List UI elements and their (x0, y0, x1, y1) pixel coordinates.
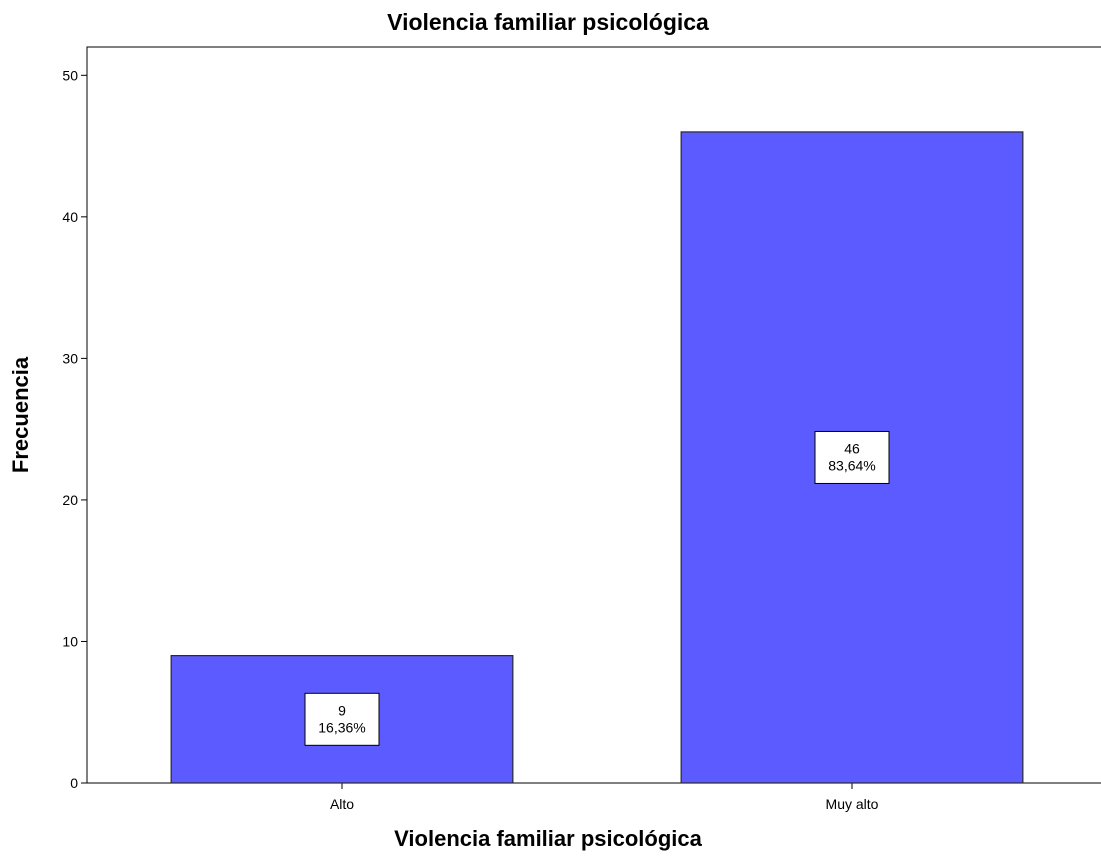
data-label-box (814, 430, 890, 484)
x-axis: Alto Muy alto (330, 783, 879, 812)
data-label-box (304, 692, 380, 746)
y-tick-label: 20 (62, 492, 78, 508)
data-label-percent: 83,64% (828, 457, 875, 473)
plot-frame (86, 46, 1101, 784)
y-tick-label: 50 (62, 67, 78, 83)
data-label-percent: 16,36% (318, 719, 365, 735)
x-axis-title: Violencia familiar psicológica (394, 826, 702, 851)
bars (170, 131, 1024, 784)
y-axis: 0 10 20 30 40 50 (62, 67, 87, 791)
chart-title: Violencia familiar psicológica (387, 9, 709, 35)
bar-alto (170, 655, 514, 784)
x-tick-label: Muy alto (826, 796, 879, 812)
y-tick-label: 0 (70, 775, 78, 791)
y-axis-title: Frecuencia (8, 356, 33, 473)
data-label-count: 46 (844, 440, 860, 456)
y-tick-label: 30 (62, 350, 78, 366)
data-label-count: 9 (338, 702, 346, 718)
y-tick-label: 10 (62, 633, 78, 649)
y-tick-label: 40 (62, 209, 78, 225)
x-tick-label: Alto (330, 796, 354, 812)
